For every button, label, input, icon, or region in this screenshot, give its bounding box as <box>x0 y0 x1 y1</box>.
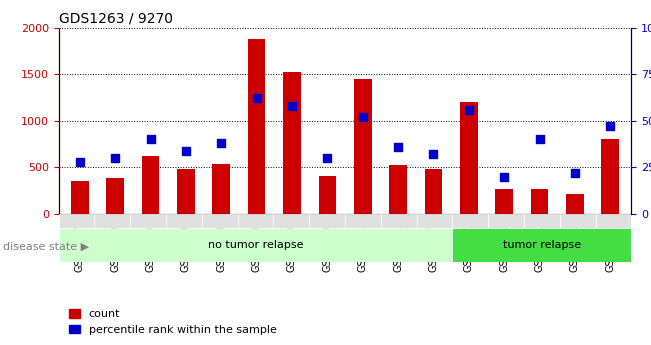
FancyBboxPatch shape <box>560 214 596 228</box>
Legend: count, percentile rank within the sample: count, percentile rank within the sample <box>64 305 281 339</box>
FancyBboxPatch shape <box>345 214 381 228</box>
Point <box>605 124 615 129</box>
Bar <box>495 189 513 214</box>
FancyBboxPatch shape <box>166 214 202 228</box>
Point <box>181 148 191 153</box>
Point <box>357 114 368 120</box>
FancyBboxPatch shape <box>273 214 309 228</box>
FancyBboxPatch shape <box>524 214 560 228</box>
Bar <box>283 72 301 214</box>
FancyBboxPatch shape <box>596 214 631 228</box>
Bar <box>71 181 89 214</box>
Point <box>499 174 509 179</box>
Bar <box>177 169 195 214</box>
Bar <box>460 102 478 214</box>
Bar <box>531 189 548 214</box>
FancyBboxPatch shape <box>238 214 273 228</box>
Point <box>570 170 580 176</box>
Point <box>393 144 403 150</box>
Point <box>145 137 156 142</box>
FancyBboxPatch shape <box>488 214 524 228</box>
FancyBboxPatch shape <box>452 228 631 262</box>
Point <box>216 140 227 146</box>
Bar <box>248 39 266 214</box>
Point <box>428 151 439 157</box>
Bar <box>566 194 584 214</box>
FancyBboxPatch shape <box>59 228 452 262</box>
FancyBboxPatch shape <box>309 214 345 228</box>
FancyBboxPatch shape <box>130 214 166 228</box>
Point <box>322 155 333 161</box>
Bar <box>424 169 442 214</box>
FancyBboxPatch shape <box>452 214 488 228</box>
Bar <box>602 139 619 214</box>
Point <box>464 107 474 112</box>
FancyBboxPatch shape <box>59 214 94 228</box>
Point <box>110 155 120 161</box>
FancyBboxPatch shape <box>202 214 238 228</box>
Bar <box>389 166 407 214</box>
Bar <box>212 164 230 214</box>
Bar <box>318 176 336 214</box>
Bar <box>106 178 124 214</box>
Point <box>75 159 85 165</box>
FancyBboxPatch shape <box>417 214 452 228</box>
Point <box>251 96 262 101</box>
Text: disease state ▶: disease state ▶ <box>3 242 89 252</box>
Point <box>287 103 298 109</box>
Bar <box>354 79 372 214</box>
Text: tumor relapse: tumor relapse <box>503 240 581 250</box>
FancyBboxPatch shape <box>381 214 417 228</box>
FancyBboxPatch shape <box>94 214 130 228</box>
Point <box>534 137 545 142</box>
Text: GDS1263 / 9270: GDS1263 / 9270 <box>59 11 173 25</box>
Bar <box>142 156 159 214</box>
Text: no tumor relapse: no tumor relapse <box>208 240 303 250</box>
